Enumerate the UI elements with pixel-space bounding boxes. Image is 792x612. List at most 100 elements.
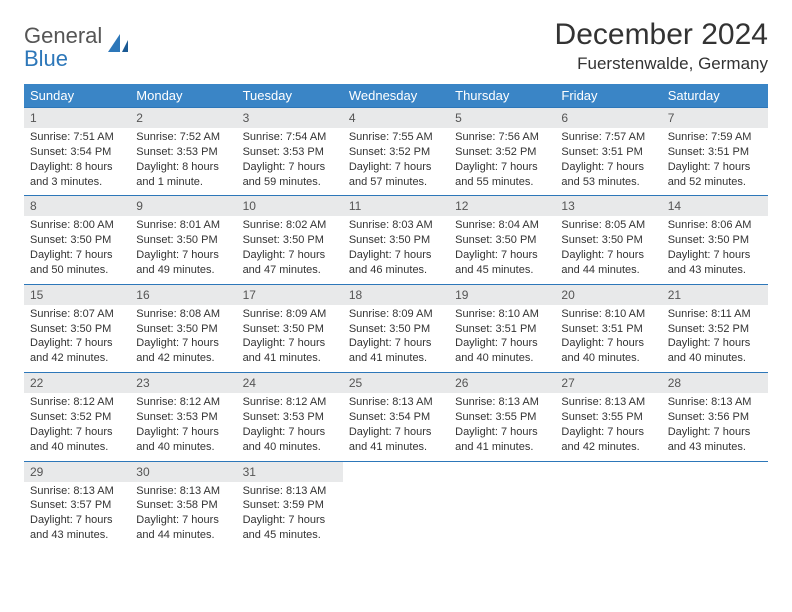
sunrise: Sunrise: 8:07 AM [30, 307, 124, 322]
sunrise: Sunrise: 8:13 AM [30, 484, 124, 499]
sunrise: Sunrise: 7:55 AM [349, 130, 443, 145]
day-info: Sunrise: 8:12 AMSunset: 3:53 PMDaylight:… [130, 393, 236, 454]
day-number: 19 [449, 285, 555, 305]
week-row: 22Sunrise: 8:12 AMSunset: 3:52 PMDayligh… [24, 372, 768, 460]
day-cell: 2Sunrise: 7:52 AMSunset: 3:53 PMDaylight… [130, 107, 236, 195]
day-cell: 12Sunrise: 8:04 AMSunset: 3:50 PMDayligh… [449, 195, 555, 283]
sunset: Sunset: 3:55 PM [561, 410, 655, 425]
day-cell: 18Sunrise: 8:09 AMSunset: 3:50 PMDayligh… [343, 284, 449, 372]
daylight: Daylight: 7 hours and 40 minutes. [668, 336, 762, 366]
day-info: Sunrise: 8:13 AMSunset: 3:59 PMDaylight:… [237, 482, 343, 543]
daylight: Daylight: 7 hours and 43 minutes. [30, 513, 124, 543]
sunrise: Sunrise: 8:10 AM [561, 307, 655, 322]
day-number: 6 [555, 108, 661, 128]
day-info: Sunrise: 8:01 AMSunset: 3:50 PMDaylight:… [130, 216, 236, 277]
day-number: 8 [24, 196, 130, 216]
sunrise: Sunrise: 8:08 AM [136, 307, 230, 322]
day-cell: 13Sunrise: 8:05 AMSunset: 3:50 PMDayligh… [555, 195, 661, 283]
day-number: 23 [130, 373, 236, 393]
day-number: 28 [662, 373, 768, 393]
brand-blue: Blue [24, 46, 68, 71]
day-info: Sunrise: 8:13 AMSunset: 3:55 PMDaylight:… [555, 393, 661, 454]
daylight: Daylight: 7 hours and 40 minutes. [561, 336, 655, 366]
day-cell: 21Sunrise: 8:11 AMSunset: 3:52 PMDayligh… [662, 284, 768, 372]
day-header: Thursday [449, 84, 555, 107]
daylight: Daylight: 7 hours and 40 minutes. [455, 336, 549, 366]
day-info: Sunrise: 8:02 AMSunset: 3:50 PMDaylight:… [237, 216, 343, 277]
sunrise: Sunrise: 7:56 AM [455, 130, 549, 145]
sunrise: Sunrise: 7:51 AM [30, 130, 124, 145]
day-info: Sunrise: 8:13 AMSunset: 3:58 PMDaylight:… [130, 482, 236, 543]
day-cell: 7Sunrise: 7:59 AMSunset: 3:51 PMDaylight… [662, 107, 768, 195]
day-number: 1 [24, 108, 130, 128]
sunset: Sunset: 3:51 PM [668, 145, 762, 160]
sunrise: Sunrise: 8:13 AM [561, 395, 655, 410]
sunset: Sunset: 3:53 PM [136, 145, 230, 160]
daylight: Daylight: 7 hours and 45 minutes. [455, 248, 549, 278]
day-number: 20 [555, 285, 661, 305]
daylight: Daylight: 7 hours and 42 minutes. [30, 336, 124, 366]
sunset: Sunset: 3:51 PM [561, 145, 655, 160]
day-cell: 9Sunrise: 8:01 AMSunset: 3:50 PMDaylight… [130, 195, 236, 283]
day-info: Sunrise: 8:11 AMSunset: 3:52 PMDaylight:… [662, 305, 768, 366]
sunset: Sunset: 3:51 PM [561, 322, 655, 337]
daylight: Daylight: 7 hours and 50 minutes. [30, 248, 124, 278]
sunset: Sunset: 3:54 PM [349, 410, 443, 425]
day-cell: 6Sunrise: 7:57 AMSunset: 3:51 PMDaylight… [555, 107, 661, 195]
sunrise: Sunrise: 8:11 AM [668, 307, 762, 322]
sunset: Sunset: 3:50 PM [30, 233, 124, 248]
sunset: Sunset: 3:53 PM [243, 410, 337, 425]
daylight: Daylight: 7 hours and 41 minutes. [349, 425, 443, 455]
day-info: Sunrise: 8:00 AMSunset: 3:50 PMDaylight:… [24, 216, 130, 277]
sunrise: Sunrise: 8:13 AM [668, 395, 762, 410]
daylight: Daylight: 7 hours and 49 minutes. [136, 248, 230, 278]
week-row: 29Sunrise: 8:13 AMSunset: 3:57 PMDayligh… [24, 461, 768, 549]
day-cell: 31Sunrise: 8:13 AMSunset: 3:59 PMDayligh… [237, 461, 343, 549]
day-number: 14 [662, 196, 768, 216]
daylight: Daylight: 8 hours and 3 minutes. [30, 160, 124, 190]
sunrise: Sunrise: 8:13 AM [136, 484, 230, 499]
daylight: Daylight: 7 hours and 40 minutes. [243, 425, 337, 455]
day-header-row: SundayMondayTuesdayWednesdayThursdayFrid… [24, 84, 768, 107]
day-info: Sunrise: 8:03 AMSunset: 3:50 PMDaylight:… [343, 216, 449, 277]
day-number: 7 [662, 108, 768, 128]
daylight: Daylight: 7 hours and 41 minutes. [349, 336, 443, 366]
day-info: Sunrise: 8:06 AMSunset: 3:50 PMDaylight:… [662, 216, 768, 277]
day-cell: .. [343, 461, 449, 549]
day-info: Sunrise: 8:13 AMSunset: 3:55 PMDaylight:… [449, 393, 555, 454]
daylight: Daylight: 7 hours and 57 minutes. [349, 160, 443, 190]
day-cell: 25Sunrise: 8:13 AMSunset: 3:54 PMDayligh… [343, 372, 449, 460]
sunset: Sunset: 3:52 PM [30, 410, 124, 425]
day-cell: 14Sunrise: 8:06 AMSunset: 3:50 PMDayligh… [662, 195, 768, 283]
sunrise: Sunrise: 8:09 AM [243, 307, 337, 322]
sunset: Sunset: 3:50 PM [349, 233, 443, 248]
day-header: Monday [130, 84, 236, 107]
sunrise: Sunrise: 7:54 AM [243, 130, 337, 145]
calendar-table: SundayMondayTuesdayWednesdayThursdayFrid… [24, 84, 768, 549]
day-number: 5 [449, 108, 555, 128]
sunrise: Sunrise: 8:04 AM [455, 218, 549, 233]
sunrise: Sunrise: 8:10 AM [455, 307, 549, 322]
day-number: 12 [449, 196, 555, 216]
day-info: Sunrise: 7:52 AMSunset: 3:53 PMDaylight:… [130, 128, 236, 189]
daylight: Daylight: 7 hours and 41 minutes. [455, 425, 549, 455]
sunrise: Sunrise: 8:06 AM [668, 218, 762, 233]
day-number: 13 [555, 196, 661, 216]
daylight: Daylight: 7 hours and 42 minutes. [561, 425, 655, 455]
day-info: Sunrise: 8:07 AMSunset: 3:50 PMDaylight:… [24, 305, 130, 366]
sunset: Sunset: 3:50 PM [243, 233, 337, 248]
day-cell: .. [662, 461, 768, 549]
daylight: Daylight: 7 hours and 41 minutes. [243, 336, 337, 366]
day-info: Sunrise: 8:12 AMSunset: 3:52 PMDaylight:… [24, 393, 130, 454]
day-cell: .. [555, 461, 661, 549]
week-row: 15Sunrise: 8:07 AMSunset: 3:50 PMDayligh… [24, 284, 768, 372]
calendar-body: 1Sunrise: 7:51 AMSunset: 3:54 PMDaylight… [24, 107, 768, 549]
daylight: Daylight: 7 hours and 44 minutes. [136, 513, 230, 543]
daylight: Daylight: 7 hours and 52 minutes. [668, 160, 762, 190]
day-cell: 30Sunrise: 8:13 AMSunset: 3:58 PMDayligh… [130, 461, 236, 549]
daylight: Daylight: 8 hours and 1 minute. [136, 160, 230, 190]
day-cell: 16Sunrise: 8:08 AMSunset: 3:50 PMDayligh… [130, 284, 236, 372]
week-row: 1Sunrise: 7:51 AMSunset: 3:54 PMDaylight… [24, 107, 768, 195]
sunset: Sunset: 3:50 PM [349, 322, 443, 337]
location: Fuerstenwalde, Germany [555, 54, 768, 74]
